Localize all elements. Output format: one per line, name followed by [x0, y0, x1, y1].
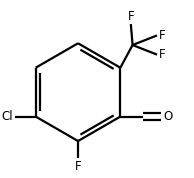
- Text: O: O: [163, 110, 172, 123]
- Text: F: F: [159, 29, 165, 42]
- Text: Cl: Cl: [1, 110, 13, 123]
- Text: F: F: [159, 48, 165, 61]
- Text: F: F: [127, 10, 134, 23]
- Text: F: F: [75, 160, 81, 173]
